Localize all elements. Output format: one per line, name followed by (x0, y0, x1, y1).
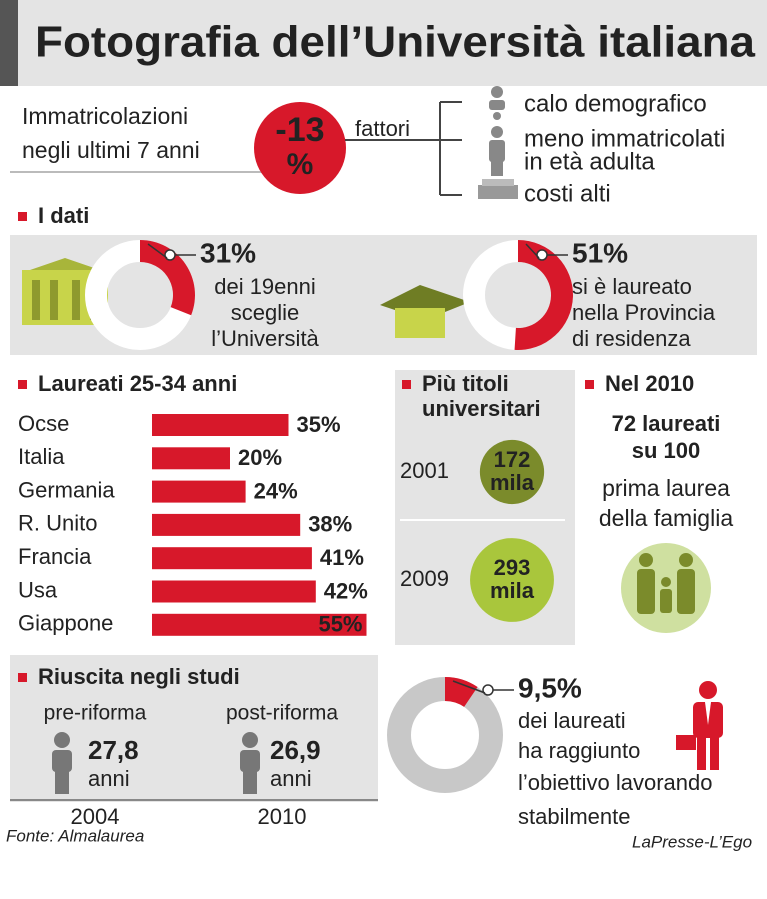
title-strip (0, 0, 18, 86)
section-title: Laureati 25-34 anni (38, 371, 237, 396)
section-title: Riuscita negli studi (38, 664, 240, 689)
caption: sceglie (231, 300, 299, 325)
category-label: Germania (18, 477, 115, 502)
value-label: mila (490, 470, 535, 495)
bar (152, 414, 289, 436)
study-label: post-riforma (226, 702, 338, 725)
category-label: R. Unito (18, 511, 97, 536)
factor: costi alti (524, 180, 611, 207)
caption: di residenza (572, 326, 691, 351)
study-unit: anni (88, 766, 130, 791)
donut-slice (445, 677, 478, 707)
donut-slice (514, 240, 573, 351)
bar (152, 447, 230, 470)
value-label: 38% (308, 512, 352, 537)
title: Fotografia dell’Università italiana (35, 18, 756, 67)
value-label: 41% (320, 545, 364, 570)
study-age: 27,8 (88, 735, 139, 765)
caption: dei 19enni (214, 274, 316, 299)
value-label: 293 (494, 555, 531, 580)
category-label: Ocse (18, 411, 69, 436)
caption: ha raggiunto (518, 738, 640, 763)
caption: l’Università (211, 326, 319, 351)
bar (152, 613, 367, 636)
factors-label: fattori (355, 116, 410, 141)
bar (152, 580, 316, 603)
credit: LaPresse-L’Ego (632, 832, 752, 851)
section-marker (18, 380, 27, 389)
connector (525, 243, 540, 259)
value-label: 51% (572, 237, 628, 268)
caption: nella Provincia (572, 300, 716, 325)
value-label: 172 (494, 447, 531, 472)
category-label: Usa (18, 577, 58, 602)
factor: in età adulta (524, 148, 655, 175)
connector-dot (536, 249, 548, 261)
bar (152, 480, 246, 503)
bubble (479, 439, 545, 505)
caption: prima laurea (602, 475, 730, 501)
caption: dei laureati (518, 708, 626, 733)
category-label: 2001 (400, 458, 449, 483)
studies-panel (10, 655, 378, 802)
change-unit: % (287, 148, 314, 181)
value-label: 9,5% (518, 672, 582, 703)
worker-icon (676, 681, 723, 770)
section-title: Nel 2010 (605, 371, 694, 396)
donut-slice (140, 240, 195, 316)
section-marker (585, 380, 594, 389)
caption: della famiglia (599, 505, 733, 531)
connector (452, 680, 486, 694)
value-label: 42% (324, 578, 368, 603)
bar (152, 513, 301, 536)
family-icon (621, 543, 711, 633)
study-year: 2004 (71, 804, 120, 829)
category-label: 2009 (400, 566, 449, 591)
caption: si è laureato (572, 274, 692, 299)
category-label: Giappone (18, 611, 113, 636)
value-label: 55% (318, 612, 362, 637)
bracket (345, 101, 462, 196)
caption: stabilmente (518, 804, 631, 829)
category-label: Italia (18, 444, 65, 469)
source: Fonte: Almalaurea (6, 826, 144, 845)
connector (147, 243, 168, 259)
change-value: -13 (275, 111, 324, 149)
factor-icons (478, 86, 518, 199)
section-title: Più titoli (422, 371, 509, 396)
category-label: Francia (18, 544, 92, 569)
headline: 72 laureati (612, 411, 721, 436)
intro-line: Immatricolazioni (22, 103, 188, 129)
caption: l’obiettivo lavorando (518, 770, 712, 795)
headline: su 100 (632, 438, 701, 463)
cap-icon (380, 285, 470, 338)
study-label: pre-riforma (44, 702, 147, 725)
study-year: 2010 (258, 804, 307, 829)
section-title: universitari (422, 396, 541, 421)
section-marker (18, 673, 27, 682)
study-age: 26,9 (270, 735, 321, 765)
change-badge (254, 102, 346, 194)
title-band (0, 0, 767, 86)
study-unit: anni (270, 766, 312, 791)
section-marker (18, 212, 27, 221)
section-title: I dati (38, 203, 89, 228)
bubble (470, 538, 554, 622)
value-label: 20% (238, 445, 282, 470)
factor: calo demografico (524, 90, 707, 117)
value-label: 24% (254, 478, 298, 503)
value-label: 31% (200, 237, 256, 268)
intro-line: negli ultimi 7 anni (22, 137, 200, 163)
bar (152, 547, 312, 570)
value-label: mila (490, 578, 535, 603)
person-icons (52, 732, 260, 794)
section-marker (402, 380, 411, 389)
donut-ring (387, 677, 503, 793)
value-label: 35% (297, 412, 341, 437)
factor: meno immatricolati (524, 125, 725, 152)
